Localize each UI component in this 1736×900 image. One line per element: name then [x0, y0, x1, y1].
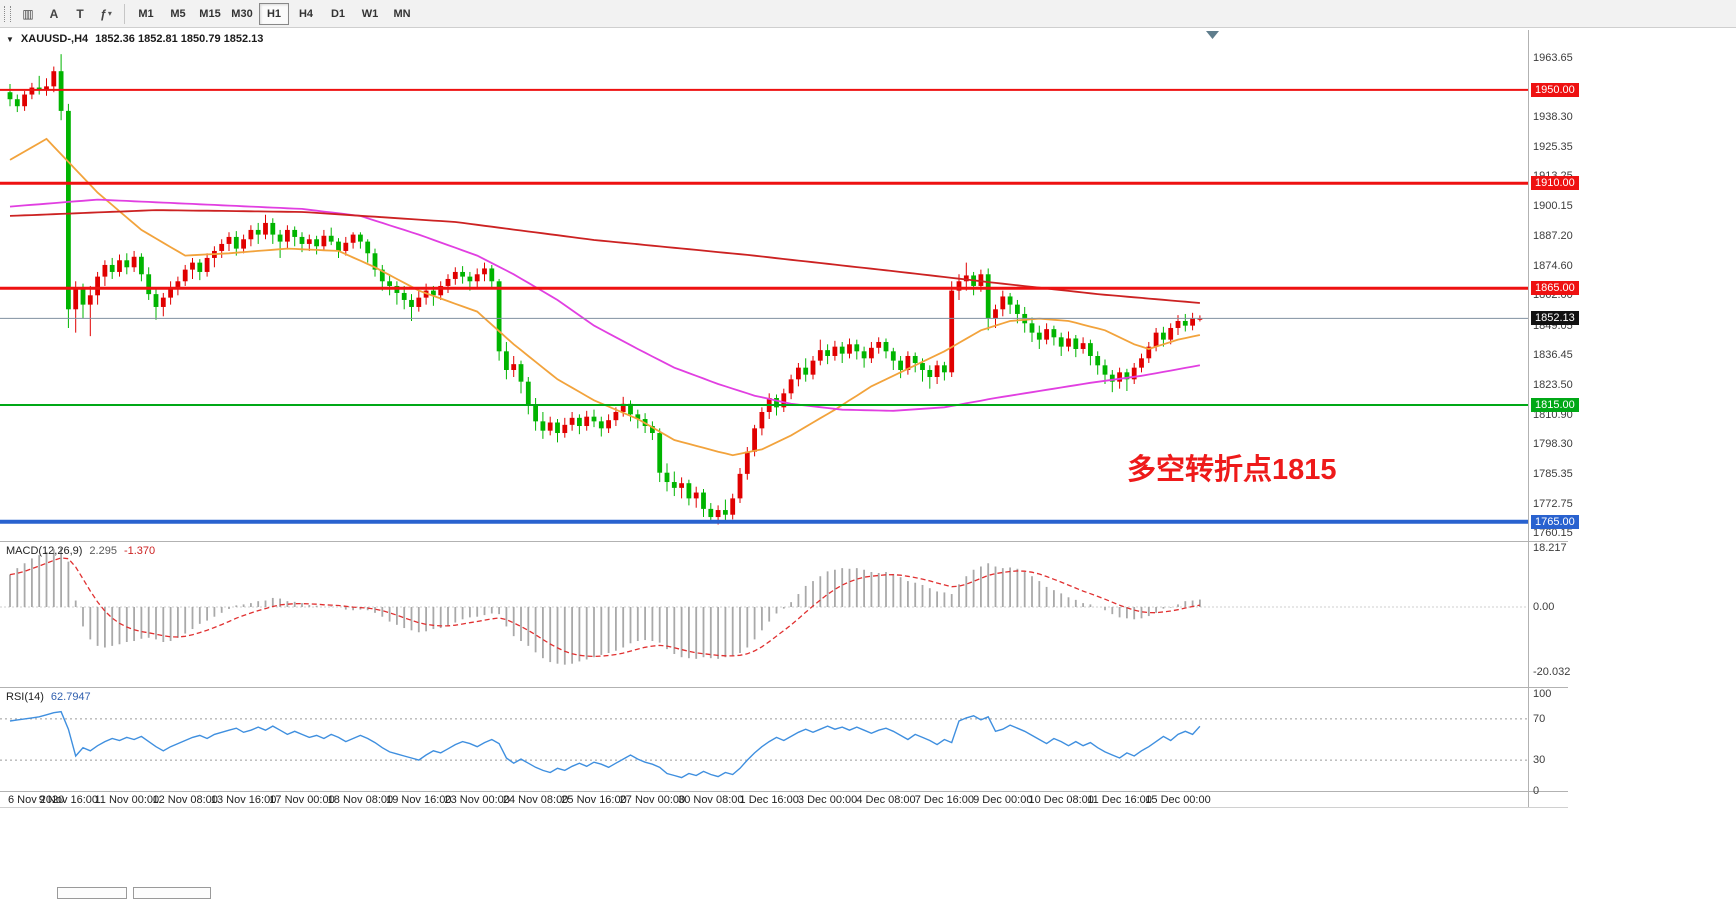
time-axis-label: 18 Nov 08:00	[327, 794, 394, 806]
chart-annotation[interactable]: 多空转折点1815	[1127, 454, 1337, 486]
time-axis-label: 12 Nov 08:00	[152, 794, 218, 806]
rsi-current-value: 62.7947	[50, 691, 91, 703]
price-level-badge: 1865.00	[1531, 281, 1579, 296]
time-axis-label: 9 Nov 16:00	[38, 794, 99, 806]
text-label-icon[interactable]: A	[49, 6, 59, 21]
macd-indicator[interactable]	[0, 542, 1528, 686]
time-axis-label: 15 Dec 00:00	[1145, 794, 1211, 806]
candlestick-chart[interactable]	[0, 30, 1528, 542]
timeframe-button-m1[interactable]: M1	[138, 7, 154, 20]
time-axis-top-border	[0, 791, 1568, 792]
price-scale-label: 1874.60	[1533, 259, 1573, 272]
symbol-dropdown-icon[interactable]: ▼	[6, 34, 14, 44]
time-axis-label: 7 Dec 16:00	[914, 794, 975, 806]
time-axis-label: 9 Dec 00:00	[973, 794, 1033, 806]
time-axis-label: 1 Dec 16:00	[739, 794, 799, 806]
text-frame-icon[interactable]: T	[76, 6, 84, 21]
dropdown-arrow-icon: ▾	[107, 9, 112, 18]
rsi-scale-label: 30	[1533, 754, 1546, 767]
time-axis-label: 11 Dec 16:00	[1087, 794, 1152, 806]
time-axis-label: 6 Nov 2020	[8, 794, 65, 806]
price-level-badge: 1852.13	[1531, 311, 1579, 326]
time-axis-bottom-border	[0, 807, 1568, 808]
time-axis[interactable]: 6 Nov 2020 9 Nov 16:00 11 Nov 00:00 12 Nov …	[0, 792, 1568, 807]
chart-grid-icon[interactable]: ▥	[22, 6, 34, 21]
panel-splitter-rsi[interactable]	[0, 687, 1568, 688]
time-axis-label: 4 Dec 08:00	[856, 794, 916, 806]
time-axis-label: 17 Nov 00:00	[269, 794, 335, 806]
macd-scale-label: 0.00	[1533, 601, 1555, 613]
timeframe-button-d1[interactable]: D1	[330, 7, 346, 20]
macd-signal-value: -1.370	[123, 545, 156, 557]
axis-divider	[1528, 30, 1529, 807]
macd-histogram	[9, 548, 1201, 665]
timeframe-button-h4[interactable]: H4	[298, 7, 314, 20]
chart-tab-1[interactable]	[57, 887, 127, 899]
ma-slow-red	[9, 209, 1200, 304]
rsi-name: RSI(14)	[6, 691, 44, 703]
price-scale-label: 1925.35	[1533, 141, 1573, 154]
time-axis-label: 10 Dec 08:00	[1028, 794, 1094, 806]
time-axis-label: 24 Nov 08:00	[502, 794, 569, 806]
time-axis-label: 11 Nov 00:00	[94, 794, 160, 806]
price-scale-label: 1900.15	[1533, 200, 1573, 213]
time-axis-label: 25 Nov 16:00	[561, 794, 627, 806]
price-level-badge: 1765.00	[1531, 514, 1579, 529]
timeframe-button-h1[interactable]: H1	[259, 2, 289, 25]
chart-tab-2[interactable]	[133, 887, 211, 899]
price-scale-label: 1772.75	[1533, 497, 1573, 510]
price-scale-label: 1836.45	[1533, 348, 1573, 361]
toolbar-separator	[124, 3, 125, 24]
macd-scale-label: 18.217	[1533, 541, 1567, 554]
timeframe-toolbar: M1 M5 M15 M30 H1 H4 D1 W1 MN	[130, 2, 418, 25]
timeframe-button-m15[interactable]: M15	[199, 7, 221, 20]
timeframe-button-w1[interactable]: W1	[361, 7, 379, 20]
timeframe-button-m30[interactable]: M30	[231, 7, 253, 20]
price-level-badge: 1815.00	[1531, 398, 1579, 412]
time-axis-label: 13 Nov 16:00	[210, 794, 277, 806]
rsi-line	[9, 710, 1201, 779]
price-level-badge: 1950.00	[1531, 82, 1579, 97]
ma-mid-magenta	[9, 198, 1201, 412]
chart-symbol-label: XAUUSD-,H4	[20, 33, 89, 45]
chart-title: ▼ XAUUSD-,H4 1852.36 1852.81 1850.79 185…	[6, 33, 263, 45]
macd-scale-label: -20.032	[1533, 665, 1571, 678]
macd-name: MACD(12,26,9)	[6, 545, 83, 557]
price-scale-label: 1823.50	[1533, 379, 1573, 392]
macd-label: MACD(12,26,9) 2.295 -1.370	[6, 545, 155, 557]
rsi-scale-label: 70	[1533, 712, 1546, 725]
time-axis-label: 23 Nov 00:00	[444, 794, 510, 806]
price-scale-label: 1963.65	[1533, 52, 1573, 64]
price-scale-label: 1798.30	[1533, 437, 1573, 450]
time-axis-label: 3 Dec 00:00	[797, 794, 858, 806]
time-axis-label: 19 Nov 16:00	[386, 794, 452, 806]
time-axis-label: 27 Nov 00:00	[619, 794, 686, 806]
timeframe-button-m5[interactable]: M5	[170, 7, 186, 20]
price-scale-label: 1938.30	[1533, 111, 1573, 124]
chart-shift-marker-icon	[1206, 31, 1219, 39]
price-axis[interactable]: 1963.651938.301925.351913.251900.151887.…	[1529, 0, 1734, 830]
ma-fast-orange	[9, 137, 1201, 457]
indicators-icon[interactable]: ƒ ▾	[100, 6, 112, 21]
time-axis-label: 30 Nov 08:00	[678, 794, 744, 806]
price-scale-label: 1887.20	[1533, 230, 1573, 243]
price-scale-label: 1760.15	[1533, 527, 1573, 540]
panel-splitter-macd[interactable]	[0, 541, 1568, 542]
price-scale-label: 1785.35	[1533, 468, 1573, 481]
chart-ohlc-values: 1852.36 1852.81 1850.79 1852.13	[95, 33, 264, 45]
macd-signal-line	[9, 557, 1201, 658]
rsi-scale-label: 0	[1533, 785, 1540, 797]
toolbar-grip[interactable]	[4, 5, 11, 22]
rsi-indicator[interactable]	[0, 688, 1528, 791]
rsi-label: RSI(14) 62.7947	[6, 691, 91, 703]
timeframe-button-mn[interactable]: MN	[393, 7, 411, 20]
macd-main-value: 2.295	[89, 545, 117, 557]
rsi-scale-label: 100	[1533, 688, 1552, 700]
price-level-badge: 1910.00	[1531, 176, 1579, 191]
